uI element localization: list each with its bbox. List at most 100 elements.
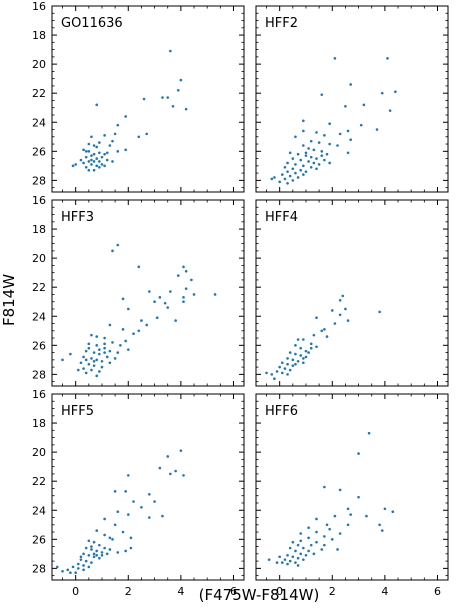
data-point — [315, 167, 318, 171]
data-point — [61, 358, 64, 362]
data-point — [148, 516, 151, 519]
data-point — [362, 103, 366, 107]
data-point — [163, 301, 167, 305]
data-point — [304, 151, 308, 155]
data-point — [307, 147, 310, 150]
data-point — [307, 536, 310, 540]
data-point — [105, 158, 109, 162]
panel-label: HFF4 — [265, 210, 298, 225]
data-point — [126, 307, 130, 311]
data-point — [98, 370, 101, 373]
data-point — [79, 158, 83, 162]
data-point — [302, 129, 305, 133]
data-point — [87, 362, 91, 366]
data-point — [90, 548, 93, 551]
data-point — [84, 150, 88, 153]
data-point — [182, 474, 185, 477]
data-point — [325, 152, 329, 156]
data-point — [278, 180, 281, 184]
data-point — [338, 532, 342, 535]
data-point — [84, 371, 88, 375]
data-point — [323, 134, 326, 137]
data-point — [328, 122, 331, 126]
data-point — [299, 168, 303, 172]
data-point — [145, 132, 148, 136]
data-point — [349, 513, 352, 516]
y-tick-label: 18 — [32, 417, 46, 430]
data-point — [182, 296, 185, 299]
data-point — [84, 559, 88, 563]
data-point — [95, 157, 99, 160]
panel-hff4: HFF4 — [255, 199, 449, 387]
data-point — [391, 510, 395, 514]
data-point — [296, 338, 300, 341]
data-point — [357, 495, 360, 499]
data-point — [87, 160, 91, 163]
data-point — [288, 174, 292, 178]
data-point — [333, 322, 337, 325]
data-point — [124, 148, 127, 152]
data-point — [291, 179, 295, 182]
data-point — [126, 474, 130, 477]
y-tick-label: 28 — [32, 174, 46, 187]
data-point — [92, 152, 96, 156]
y-tick-label: 18 — [32, 223, 46, 236]
data-point — [82, 355, 85, 359]
data-point — [336, 144, 339, 147]
data-point — [95, 335, 99, 338]
data-point — [288, 151, 292, 155]
data-point — [92, 144, 96, 147]
data-point — [294, 549, 297, 553]
panel-frame — [51, 5, 245, 193]
data-point — [302, 164, 305, 168]
data-point — [265, 371, 268, 375]
data-point — [338, 132, 342, 136]
panel-label: HFF6 — [265, 404, 298, 419]
data-point — [323, 158, 326, 162]
data-point — [82, 161, 85, 165]
data-point — [95, 553, 99, 557]
data-point — [286, 357, 289, 360]
data-point — [140, 319, 143, 322]
data-point — [108, 349, 112, 353]
data-point — [98, 165, 101, 169]
data-point — [320, 329, 324, 333]
y-tick-label: 20 — [32, 58, 46, 71]
data-point — [302, 173, 305, 176]
data-point — [325, 335, 329, 338]
data-point — [291, 364, 295, 367]
data-point — [90, 357, 93, 360]
data-point — [95, 549, 99, 553]
data-point — [320, 548, 324, 551]
data-point — [98, 160, 101, 163]
data-point — [190, 278, 193, 282]
data-point — [328, 527, 331, 531]
data-point — [148, 290, 151, 293]
y-tick-label: 16 — [32, 0, 46, 13]
data-point — [98, 556, 101, 560]
data-point — [346, 523, 350, 527]
data-point — [309, 155, 313, 159]
data-point — [92, 540, 96, 544]
data-point — [312, 333, 316, 337]
data-point — [179, 78, 183, 82]
data-point — [82, 552, 85, 556]
data-point — [108, 323, 112, 327]
data-point — [299, 539, 303, 543]
data-point — [288, 559, 292, 563]
data-point — [307, 549, 310, 553]
data-point — [344, 104, 347, 108]
data-point — [119, 344, 122, 347]
data-point — [213, 293, 217, 296]
data-point — [116, 510, 120, 514]
panel-label: GO11636 — [61, 16, 123, 31]
data-point — [296, 176, 300, 179]
data-point — [281, 361, 284, 365]
data-point — [129, 546, 133, 550]
y-tick-label: 22 — [32, 87, 46, 100]
data-point — [336, 548, 339, 551]
data-point — [137, 135, 141, 139]
data-point — [302, 119, 305, 123]
